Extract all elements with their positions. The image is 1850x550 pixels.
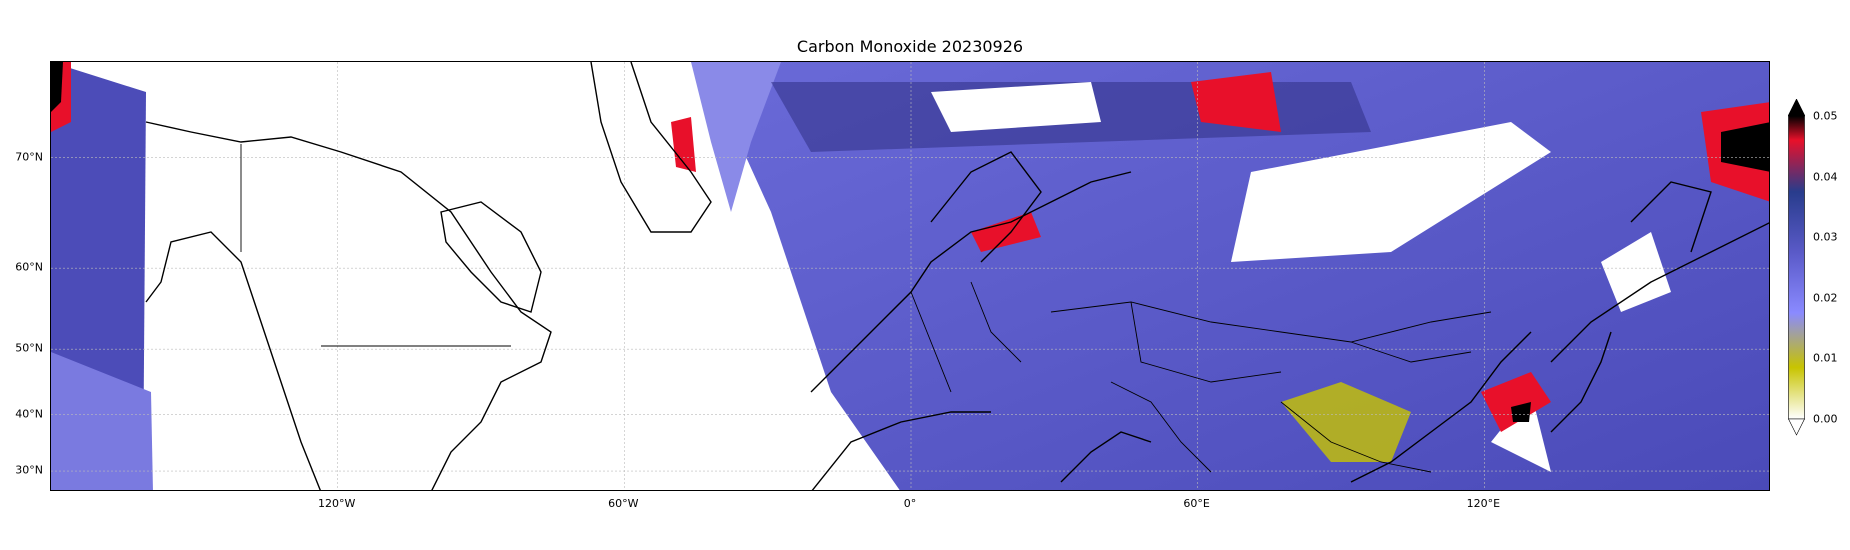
lat-tick-label-3: 40°N (15, 407, 43, 421)
coast-arabia (1060, 431, 1152, 483)
map-panel[interactable] (50, 61, 1770, 491)
cloud-gap-4 (1491, 392, 1551, 472)
gridlines (51, 62, 1769, 490)
colorbar-tick-3: 0.03 (1813, 230, 1838, 244)
border-china-india (1280, 401, 1432, 473)
lon-tick-label-1: 60°W (608, 497, 639, 510)
lat-tick-label-2: 50°N (15, 341, 43, 355)
coast-europe (810, 171, 1132, 393)
co-low-yellow (1281, 382, 1411, 462)
map-title: Carbon Monoxide 20230926 (796, 37, 1024, 56)
coast-north-america (145, 121, 552, 490)
border-mongolia (1350, 341, 1472, 363)
co-peak-nw (51, 62, 63, 112)
co-data-layer (51, 62, 1769, 490)
coast-greenland (590, 62, 712, 233)
co-high-korea (1481, 372, 1551, 432)
lon-tick-label-4: 120°E (1466, 497, 1501, 510)
border-iran (1110, 381, 1212, 473)
colorbar-bottom-extend (1788, 418, 1805, 436)
border-europe-a (910, 281, 1022, 393)
lon-tick-label-3: 60°E (1183, 497, 1210, 510)
lon-tick-label-0: 120°W (317, 497, 356, 510)
colorbar-body (1788, 115, 1805, 420)
co-high-siberia (1191, 72, 1281, 132)
coast-japan (1550, 331, 1612, 433)
lat-tick-label-4: 30°N (15, 463, 43, 477)
colorbar-tick-5: 0.05 (1813, 109, 1838, 123)
lat-tick-label-0: 70°N (15, 150, 43, 164)
coast-asia-east (1550, 222, 1769, 363)
colorbar-tick-4: 0.04 (1813, 170, 1838, 184)
co-region-atlantic-swath (691, 62, 781, 212)
colorbar (1788, 99, 1805, 436)
colorbar-tick-0: 0.00 (1813, 412, 1838, 426)
colorbar-tick-1: 0.01 (1813, 351, 1838, 365)
cloud-gap-2 (931, 82, 1101, 132)
border-layer (240, 144, 1492, 473)
coast-kamchatka (1630, 181, 1712, 253)
map-canvas (51, 62, 1769, 490)
coast-china (1350, 331, 1532, 483)
co-high-greenland (671, 117, 696, 172)
lon-tick-label-2: 0° (903, 497, 917, 510)
co-peak-korea (1511, 402, 1531, 422)
cloud-gap-1 (1231, 122, 1551, 262)
colorbar-top-extend (1788, 99, 1805, 117)
colorbar-tick-2: 0.02 (1813, 291, 1838, 305)
coast-hudson-bay (440, 201, 542, 313)
coast-africa (811, 411, 991, 490)
co-peak-ne (1721, 122, 1769, 172)
border-kazakhstan (1130, 301, 1282, 383)
cloud-gap-3 (1601, 232, 1671, 312)
co-high-scandinavia (971, 212, 1041, 252)
co-region-west-light (51, 352, 153, 490)
coast-scandinavia (930, 151, 1042, 263)
lat-tick-label-1: 60°N (15, 260, 43, 274)
coastline-layer (145, 62, 1769, 490)
